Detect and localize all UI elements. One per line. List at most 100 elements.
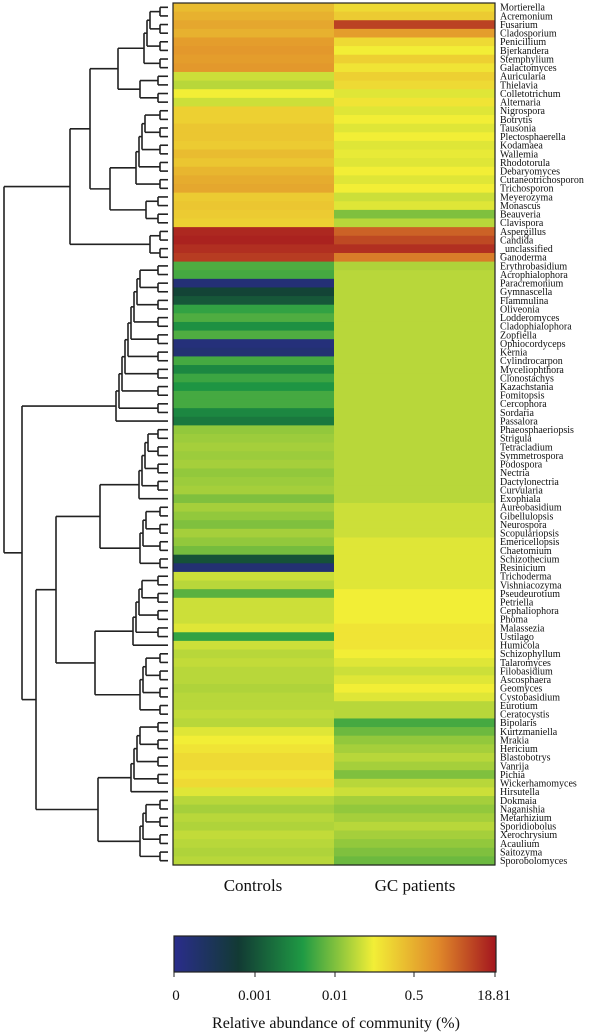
row-label: Trichosporon bbox=[500, 184, 554, 195]
heatmap-cell bbox=[173, 752, 334, 763]
heatmap-cell bbox=[173, 520, 334, 530]
heatmap-cell bbox=[173, 658, 334, 668]
row-label: Aureobasidium bbox=[500, 503, 562, 514]
row-label: Scopulariopsis bbox=[500, 529, 559, 540]
heatmap-cell bbox=[173, 511, 334, 521]
heatmap-cell bbox=[173, 821, 334, 832]
heatmap-cell bbox=[334, 399, 495, 409]
heatmap-cell bbox=[334, 115, 495, 125]
heatmap-cell bbox=[334, 632, 495, 642]
heatmap-cell bbox=[334, 640, 495, 651]
heatmap-cell bbox=[334, 571, 495, 582]
row-label: Ascosphaera bbox=[500, 675, 552, 686]
heatmap-cell bbox=[173, 546, 334, 556]
row-label: Humicola bbox=[500, 641, 540, 652]
heatmap-cell bbox=[334, 365, 495, 375]
heatmap-cell bbox=[334, 20, 495, 30]
heatmap-cell bbox=[173, 235, 334, 245]
heatmap-cell bbox=[334, 408, 495, 418]
heatmap-cell bbox=[334, 494, 495, 504]
row-label: Kernia bbox=[500, 348, 528, 359]
row-label: Symmetrospora bbox=[500, 451, 564, 462]
heatmap-cell bbox=[334, 382, 495, 392]
row-label: Curvularia bbox=[500, 485, 543, 496]
row-label: Mortierella bbox=[500, 3, 546, 14]
heatmap-cell bbox=[173, 244, 334, 254]
row-label: Erythrobasidium bbox=[500, 261, 567, 272]
heatmap-cell bbox=[334, 796, 495, 806]
row-label: Eurotium bbox=[500, 701, 538, 712]
heatmap-cell bbox=[334, 37, 495, 47]
heatmap-cell bbox=[173, 140, 334, 151]
heatmap-cell bbox=[173, 459, 334, 470]
row-label: Auricularia bbox=[500, 72, 546, 83]
heatmap-cell bbox=[334, 184, 495, 194]
heatmap-cell bbox=[334, 296, 495, 306]
heatmap-cell bbox=[173, 571, 334, 582]
row-label: Acaulium bbox=[500, 839, 540, 850]
heatmap-cell bbox=[334, 744, 495, 754]
row-label: Cephaliophora bbox=[500, 606, 559, 617]
row-label: Phoma bbox=[500, 615, 528, 626]
colorbar-tick-label: 0.01 bbox=[322, 988, 348, 1004]
heatmap-cell bbox=[173, 28, 334, 39]
row-label: Hirsutella bbox=[500, 787, 540, 798]
heatmap-cell bbox=[334, 563, 495, 573]
colorbar-tick-label: 18.81 bbox=[477, 988, 511, 1004]
row-label: Debaryomyces bbox=[500, 166, 560, 177]
row-label: Pseudeurotium bbox=[500, 589, 560, 600]
heatmap-cell bbox=[334, 158, 495, 168]
heatmap-cell bbox=[173, 451, 334, 461]
heatmap-cell bbox=[173, 71, 334, 82]
heatmap-cell bbox=[173, 701, 334, 711]
row-label: Nectria bbox=[500, 468, 530, 479]
row-label: Sporidiobolus bbox=[500, 822, 556, 833]
heatmap-cell bbox=[334, 502, 495, 513]
heatmap-cell bbox=[173, 166, 334, 176]
row-label: Passalora bbox=[500, 416, 538, 427]
column-label-gc-patients: GC patients bbox=[375, 876, 456, 895]
row-label: Wallemia bbox=[500, 149, 539, 160]
row-label: Filobasidium bbox=[500, 666, 553, 677]
heatmap-cell bbox=[334, 675, 495, 685]
heatmap-cell bbox=[334, 416, 495, 426]
row-label: Metarhizium bbox=[500, 813, 552, 824]
heatmap-cell bbox=[334, 658, 495, 668]
heatmap-cell bbox=[334, 606, 495, 616]
heatmap-cell bbox=[334, 278, 495, 289]
row-label: Fusarium bbox=[500, 20, 538, 31]
row-label: Nigrospora bbox=[500, 106, 546, 117]
row-label: Acremonium bbox=[500, 11, 553, 22]
heatmap-cell bbox=[334, 201, 495, 211]
heatmap-cell bbox=[173, 589, 334, 599]
heatmap-cell bbox=[334, 554, 495, 564]
row-label: Vanrija bbox=[500, 761, 529, 772]
row-label: Myceliophthora bbox=[500, 365, 564, 376]
heatmap-cell bbox=[334, 485, 495, 495]
row-label: Malassezia bbox=[500, 623, 545, 634]
heatmap-cell bbox=[334, 778, 495, 789]
row-label: Strigula bbox=[500, 434, 532, 445]
heatmap-cell bbox=[334, 46, 495, 56]
heatmap-cell bbox=[334, 63, 495, 73]
heatmap-cell bbox=[334, 425, 495, 435]
heatmap-cell bbox=[334, 209, 495, 220]
heatmap-cell bbox=[173, 304, 334, 314]
heatmap-cell bbox=[334, 451, 495, 461]
row-label: Bipolaris bbox=[500, 718, 537, 729]
heatmap-cell bbox=[173, 80, 334, 90]
row-label: Gymnascella bbox=[500, 287, 553, 298]
row-label: Vishniacozyma bbox=[500, 580, 562, 591]
heatmap-cell bbox=[334, 683, 495, 694]
heatmap-cell bbox=[173, 666, 334, 676]
heatmap-cell bbox=[334, 839, 495, 849]
heatmap-cell bbox=[173, 347, 334, 358]
heatmap-cell bbox=[334, 123, 495, 133]
heatmap-cell bbox=[334, 520, 495, 530]
row-label: Flammulina bbox=[500, 296, 549, 307]
heatmap-cell bbox=[173, 123, 334, 133]
row-label: Acrophialophora bbox=[500, 270, 568, 281]
heatmap-cell bbox=[173, 727, 334, 737]
heatmap-cell bbox=[173, 175, 334, 185]
heatmap-cell bbox=[334, 97, 495, 108]
